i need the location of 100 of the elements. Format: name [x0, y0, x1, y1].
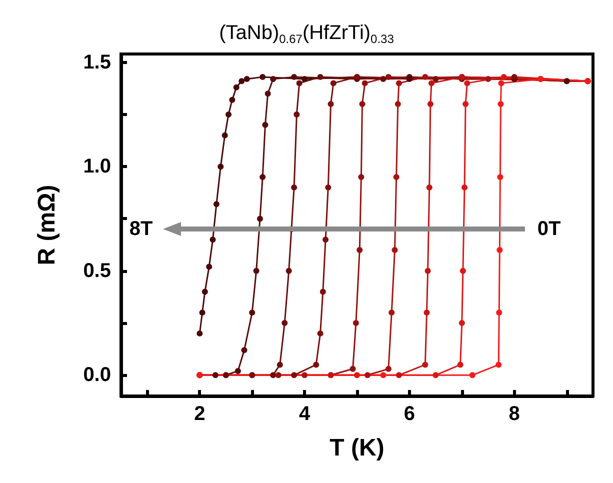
x-tick-label: 6: [404, 403, 416, 425]
point: [428, 80, 434, 86]
point: [262, 122, 268, 128]
point: [464, 80, 470, 86]
point: [354, 372, 360, 378]
point: [210, 236, 216, 243]
point: [212, 372, 218, 378]
point: [291, 372, 298, 378]
point: [497, 174, 504, 180]
point: [325, 184, 332, 190]
y-tick-label: 1.5: [83, 51, 111, 74]
point: [275, 372, 282, 378]
point: [256, 216, 263, 222]
point: [422, 362, 428, 368]
point: [218, 164, 224, 170]
point: [362, 80, 368, 86]
point: [460, 268, 466, 274]
point: [253, 268, 260, 274]
point: [302, 76, 308, 82]
point: [496, 247, 503, 254]
point: [233, 84, 240, 90]
point: [317, 330, 324, 336]
point: [498, 80, 504, 86]
point: [462, 184, 468, 190]
point: [457, 362, 464, 368]
point: [302, 372, 308, 378]
point: [385, 366, 392, 372]
point: [394, 101, 401, 108]
point: [422, 74, 428, 80]
point: [322, 236, 329, 243]
point: [380, 76, 386, 82]
point: [424, 268, 431, 274]
point: [350, 366, 356, 372]
point: [264, 90, 271, 97]
point: [432, 76, 439, 82]
point: [202, 288, 208, 295]
point: [213, 201, 220, 208]
point: [294, 111, 300, 118]
point: [317, 74, 324, 80]
point: [270, 76, 276, 82]
point: [388, 310, 395, 316]
y-axis-title: R (mΩ): [34, 184, 60, 266]
point: [330, 80, 336, 86]
point: [485, 76, 492, 82]
x-tick-label: 4: [298, 403, 311, 425]
point: [380, 372, 386, 378]
point: [260, 174, 266, 180]
point: [432, 372, 439, 378]
point: [320, 288, 326, 295]
point: [364, 372, 370, 378]
point: [498, 101, 504, 108]
point: [462, 101, 469, 108]
y-tick-label: 0.0: [83, 364, 111, 386]
point: [359, 101, 366, 108]
point: [244, 76, 250, 82]
point: [496, 310, 502, 316]
y-tick-label: 0.5: [83, 260, 111, 282]
point: [196, 330, 203, 336]
point: [385, 74, 392, 80]
point: [238, 78, 245, 84]
point: [393, 174, 400, 180]
point: [424, 310, 430, 316]
point: [270, 372, 276, 378]
point: [396, 372, 402, 378]
point: [234, 368, 241, 374]
point: [286, 268, 292, 274]
point: [500, 74, 507, 80]
point: [222, 132, 228, 138]
x-tick-label: 8: [508, 403, 520, 425]
point: [392, 247, 398, 254]
x-axis-title: T (K): [330, 434, 384, 462]
point: [328, 101, 334, 108]
point: [469, 372, 476, 378]
y-tick-label: 1.0: [83, 156, 111, 178]
point: [296, 80, 302, 86]
point: [511, 74, 518, 80]
point: [260, 74, 266, 80]
point: [496, 362, 502, 368]
point: [291, 74, 298, 80]
point: [313, 362, 320, 368]
annotation: 0T: [537, 218, 561, 240]
point: [427, 101, 434, 108]
point: [229, 96, 236, 103]
point: [406, 74, 412, 80]
point: [199, 310, 206, 316]
point: [356, 247, 363, 254]
point: [458, 320, 465, 326]
point: [352, 320, 359, 326]
point: [276, 362, 283, 368]
annotation: 8T: [129, 218, 153, 240]
point: [249, 310, 256, 316]
point: [358, 174, 364, 180]
point: [241, 347, 248, 354]
point: [206, 264, 212, 270]
x-tick-label: 2: [194, 403, 206, 425]
point: [426, 184, 432, 190]
point: [396, 80, 402, 86]
point: [226, 111, 232, 118]
point: [282, 320, 288, 326]
point: [291, 184, 298, 190]
